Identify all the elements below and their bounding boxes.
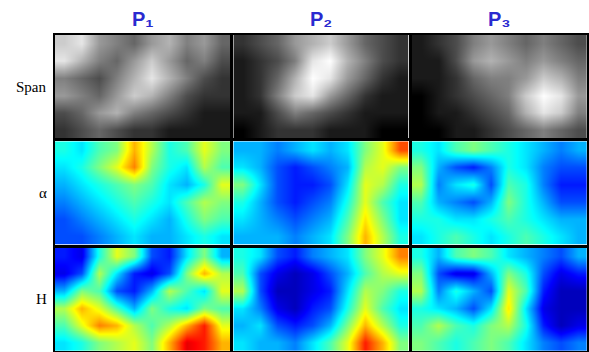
- svg-text:α: α: [39, 185, 47, 201]
- svg-text:H: H: [36, 291, 47, 307]
- svg-text:P₂: P₂: [310, 8, 332, 30]
- svg-text:P₁: P₁: [132, 8, 154, 30]
- svg-text:P₃: P₃: [488, 8, 511, 30]
- svg-text:Span: Span: [16, 79, 47, 95]
